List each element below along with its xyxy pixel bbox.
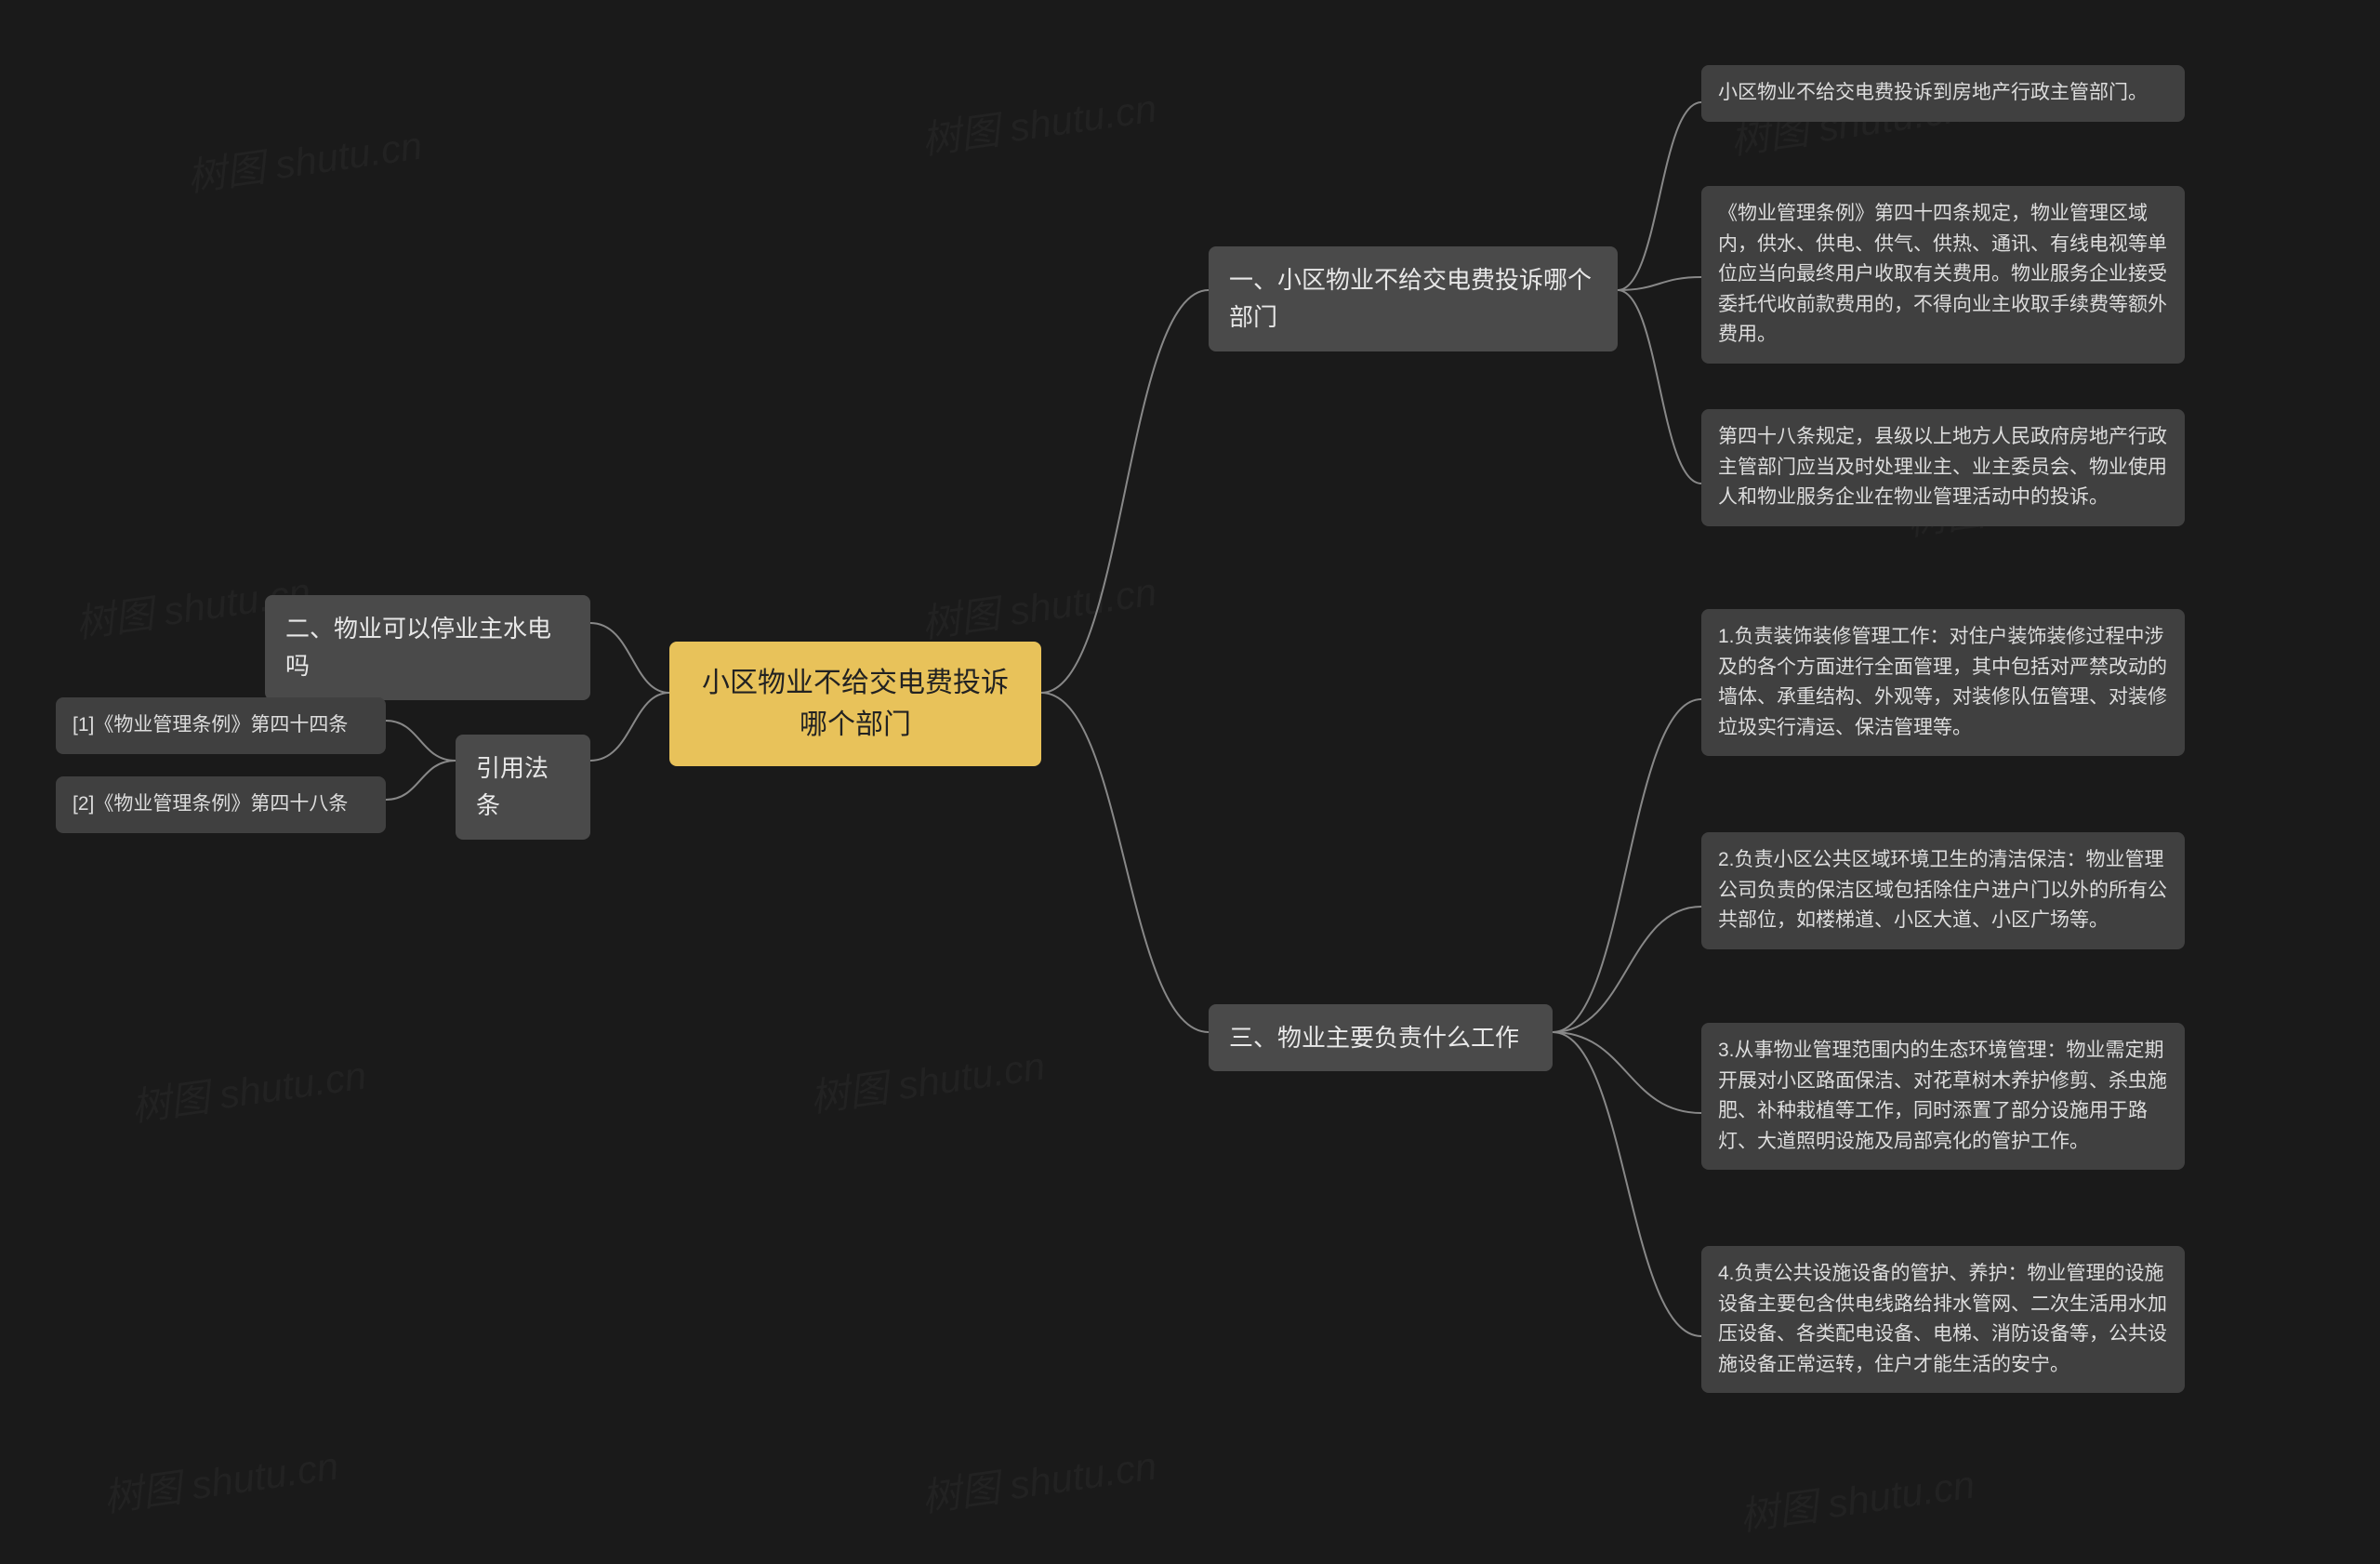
watermark: 树图 shutu.cn <box>806 1035 1048 1124</box>
watermark: 树图 shutu.cn <box>918 77 1159 166</box>
leaf-node[interactable]: 1.负责装饰装修管理工作：对住户装饰装修过程中涉及的各个方面进行全面管理，其中包… <box>1701 609 2185 756</box>
leaf-node[interactable]: [1]《物业管理条例》第四十四条 <box>56 697 386 754</box>
branch-node-1[interactable]: 一、小区物业不给交电费投诉哪个部门 <box>1209 246 1618 351</box>
mindmap-root[interactable]: 小区物业不给交电费投诉哪个部门 <box>669 642 1041 766</box>
leaf-node[interactable]: 2.负责小区公共区域环境卫生的清洁保洁：物业管理公司负责的保洁区域包括除住户进户… <box>1701 832 2185 949</box>
watermark: 树图 shutu.cn <box>918 561 1159 650</box>
leaf-node[interactable]: 小区物业不给交电费投诉到房地产行政主管部门。 <box>1701 65 2185 122</box>
leaf-node[interactable]: 4.负责公共设施设备的管护、养护：物业管理的设施设备主要包含供电线路给排水管网、… <box>1701 1246 2185 1393</box>
watermark: 树图 shutu.cn <box>918 1435 1159 1524</box>
leaf-node[interactable]: 3.从事物业管理范围内的生态环境管理：物业需定期开展对小区路面保洁、对花草树木养… <box>1701 1023 2185 1170</box>
branch-node-4[interactable]: 引用法条 <box>456 735 590 840</box>
watermark: 树图 shutu.cn <box>1736 1453 1977 1543</box>
leaf-node[interactable]: [2]《物业管理条例》第四十八条 <box>56 776 386 833</box>
watermark: 树图 shutu.cn <box>99 1435 341 1524</box>
watermark: 树图 shutu.cn <box>183 114 425 204</box>
leaf-node[interactable]: 第四十八条规定，县级以上地方人民政府房地产行政主管部门应当及时处理业主、业主委员… <box>1701 409 2185 526</box>
branch-node-3[interactable]: 三、物业主要负责什么工作 <box>1209 1004 1553 1071</box>
leaf-node[interactable]: 《物业管理条例》第四十四条规定，物业管理区域内，供水、供电、供气、供热、通讯、有… <box>1701 186 2185 364</box>
branch-node-2[interactable]: 二、物业可以停业主水电吗 <box>265 595 590 700</box>
watermark: 树图 shutu.cn <box>127 1044 369 1133</box>
